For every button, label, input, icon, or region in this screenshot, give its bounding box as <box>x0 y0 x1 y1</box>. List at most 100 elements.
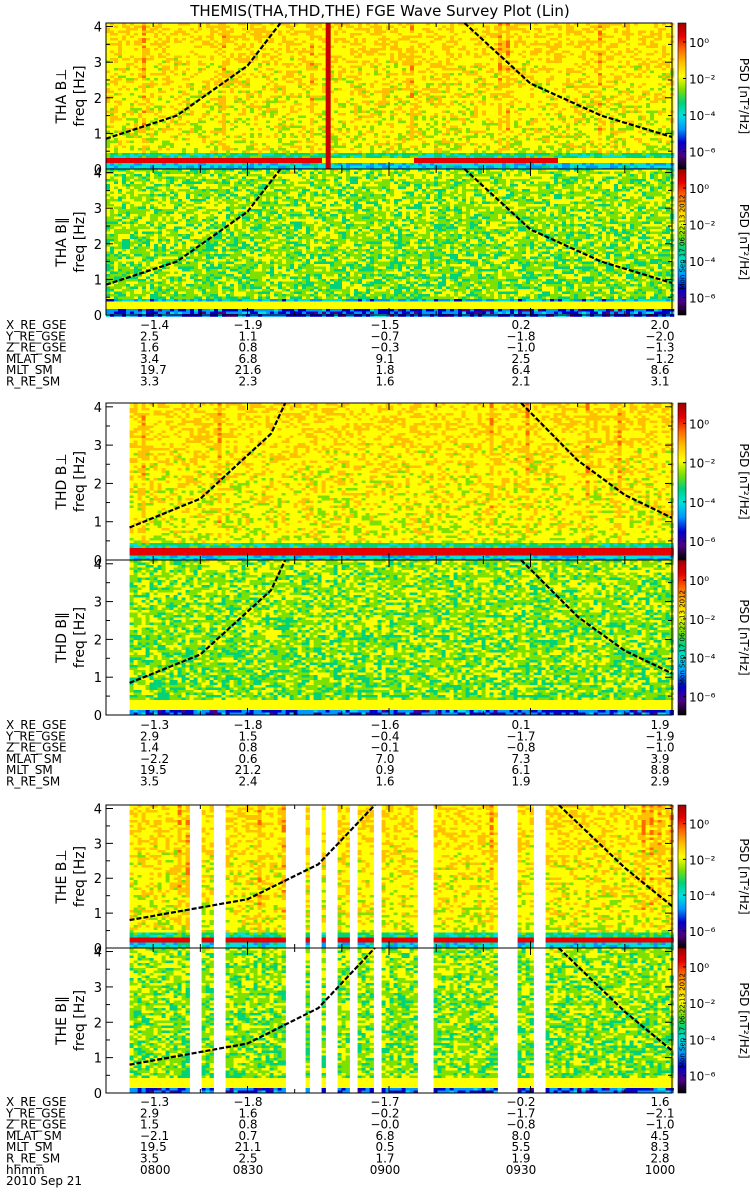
freq-tick-label: 1 <box>94 671 102 686</box>
freq-tick-label: 1 <box>94 907 102 922</box>
ephemeris-value: 6.4 <box>511 363 530 377</box>
ephemeris-value: 0.5 <box>375 1140 394 1154</box>
colorbar-label: PSD [nT²/Hz] <box>737 982 750 1058</box>
cyclotron-curve <box>129 947 376 1066</box>
ephemeris-value: −0.3 <box>370 341 399 355</box>
cyclotron-curve <box>129 804 376 922</box>
colorbar-tick-label: 10⁻⁶ <box>689 291 716 305</box>
ephemeris-label: Z_RE_GSE <box>6 341 67 355</box>
ephemeris-value: 8.3 <box>650 1140 669 1154</box>
ephemeris-value: 2.5 <box>511 352 530 366</box>
freq-tick-label: 2 <box>94 477 102 492</box>
ephemeris-value: 4.5 <box>650 1129 669 1143</box>
colorbar-tick-label: 10⁻⁶ <box>689 925 716 939</box>
freq-tick-label: 4 <box>94 946 102 961</box>
ephemeris-value: 2.8 <box>650 1152 669 1166</box>
ephemeris-value: 1.9 <box>650 718 669 732</box>
spectrogram-panel: 0 1 2 3 4 THD B⊥ freq [Hz] 10⁰ 10⁻² 10⁻⁴ 10⁻⁶ PSD [… <box>54 401 750 569</box>
cyclotron-curve <box>105 22 282 140</box>
ephemeris-value: 0.9 <box>375 763 394 777</box>
freq-tick-label: 3 <box>94 596 102 611</box>
colorbar: 10⁰ 10⁻² 10⁻⁴ 10⁻⁶ PSD [nT²/Hz] <box>677 22 750 170</box>
time-tick-label: 1000 <box>645 1163 676 1177</box>
ephemeris-value: 2.5 <box>140 329 159 343</box>
panel-title: THD B⊥ <box>54 453 70 510</box>
time-tick-label: 0900 <box>370 1163 401 1177</box>
ephemeris-value: 0.6 <box>238 752 257 766</box>
colorbar-tick-label: 10⁻⁶ <box>689 690 716 704</box>
ephemeris-value: 19.5 <box>140 763 167 777</box>
ephemeris-value: 3.3 <box>140 375 159 389</box>
colorbar-tick-label: 10⁻⁴ <box>689 889 716 903</box>
freq-axis-label: freq [Hz] <box>72 990 88 1051</box>
ephemeris-label: Y_RE_GSE <box>5 729 66 743</box>
spectrogram-panel: 0 1 2 3 4 THE B⊥ freq [Hz] 10⁰ 10⁻² 10⁻⁴ 10⁻⁶ PSD [… <box>54 802 750 957</box>
ephemeris-value: −1.0 <box>645 1118 674 1132</box>
ephemeris-value: −0.1 <box>370 741 399 755</box>
ephemeris-value: 0.2 <box>511 318 530 332</box>
ephemeris-value: 2.5 <box>238 1152 257 1166</box>
ephemeris-value: 6.1 <box>511 763 530 777</box>
colorbar: 10⁰ 10⁻² 10⁻⁴ 10⁻⁶ PSD [nT²/Hz] Mon Sep 17 06… <box>677 559 750 716</box>
ephemeris-label: R_RE_SM <box>6 375 60 389</box>
ephemeris-value: 5.5 <box>511 1140 530 1154</box>
colorbar-label: PSD [nT²/Hz] <box>737 58 750 134</box>
colorbar-tick-label: 10⁻⁶ <box>689 535 716 549</box>
spectrogram-panel: 0 1 2 3 4 THA B∥ freq [Hz] 10⁰ 10⁻² 10⁻⁴ 10⁻⁶ PSD [… <box>54 167 750 324</box>
plot-title: THEMIS(THA,THD,THE) FGE Wave Survey Plot… <box>189 2 570 20</box>
colorbar-tick-label: 10⁻⁴ <box>689 109 716 123</box>
timestamp-stamp: Mon Sep 17 06:22:13 2012 <box>679 590 687 685</box>
freq-tick-label: 2 <box>94 238 102 253</box>
freq-tick-label: 4 <box>94 802 102 817</box>
panel-title: THD B∥ <box>54 612 70 664</box>
ephemeris-label: Y_RE_GSE <box>5 329 66 343</box>
panel-title: THA B∥ <box>54 217 70 268</box>
ephemeris-value: −1.4 <box>140 318 169 332</box>
ephemeris-label: Z_RE_GSE <box>6 741 67 755</box>
freq-axis-label: freq [Hz] <box>72 211 88 272</box>
freq-tick-label: 0 <box>94 309 102 324</box>
ephemeris-value: 1.6 <box>140 341 159 355</box>
ephemeris-value: 1.8 <box>375 363 394 377</box>
colorbar: 10⁰ 10⁻² 10⁻⁴ 10⁻⁶ PSD [nT²/Hz] <box>677 804 750 949</box>
ephemeris-value: 0.7 <box>238 1129 257 1143</box>
ephemeris-label: MLT_SM <box>6 363 53 377</box>
freq-tick-label: 4 <box>94 401 102 416</box>
colorbar-tick-label: 10⁻² <box>689 218 716 232</box>
freq-tick-label: 4 <box>94 21 102 36</box>
time-tick-label: 0800 <box>140 1163 171 1177</box>
colorbar-tick-label: 10⁻² <box>689 613 716 627</box>
spike-mark <box>325 23 331 169</box>
ephemeris-label: Z_RE_GSE <box>6 1118 67 1132</box>
ephemeris-value: −1.7 <box>506 729 535 743</box>
ephemeris-value: 1.1 <box>238 329 257 343</box>
cyclotron-curve <box>129 402 287 529</box>
freq-tick-label: 2 <box>94 92 102 107</box>
ephemeris-value: 2.1 <box>511 375 530 389</box>
ephemeris-value: 1.5 <box>238 729 257 743</box>
ephemeris-value: −2.1 <box>140 1129 169 1143</box>
timestamp-stamp: Mon Sep 17 06:22:13 2012 <box>679 973 687 1068</box>
ephemeris-value: 1.9 <box>511 1152 530 1166</box>
freq-tick-label: 0 <box>94 554 102 569</box>
ephemeris-value: 2.9 <box>650 775 669 789</box>
freq-tick-label: 0 <box>94 1087 102 1102</box>
freq-tick-label: 1 <box>94 273 102 288</box>
ephemeris-label: Y_RE_GSE <box>5 1106 66 1120</box>
timestamp-stamp: Mon Sep 17 06:22:13 2012 <box>679 194 687 289</box>
ephemeris-value: 7.0 <box>375 752 394 766</box>
freq-tick-label: 0 <box>94 163 102 178</box>
colorbar-tick-label: 10⁰ <box>689 574 709 588</box>
spectrogram-panel: 0 1 2 3 4 THD B∥ freq [Hz] 10⁰ 10⁻² 10⁻⁴ 10⁻⁶ PSD [… <box>54 558 750 724</box>
colorbar-label: PSD [nT²/Hz] <box>737 838 750 914</box>
cyclotron-curve <box>129 559 287 684</box>
ephemeris-label: MLT_SM <box>6 763 53 777</box>
ephemeris-value: −1.0 <box>506 341 535 355</box>
ephemeris-value: 0.8 <box>238 1118 257 1132</box>
colorbar: 10⁰ 10⁻² 10⁻⁴ 10⁻⁶ PSD [nT²/Hz] <box>677 402 750 561</box>
ephemeris-value: 2.0 <box>650 318 669 332</box>
colorbar-label: PSD [nT²/Hz] <box>737 599 750 675</box>
colorbar-tick-label: 10⁻² <box>689 72 716 86</box>
time-axis-footer: hhmm 0800 0830 0900 0930 1000 2010 Sep 21 <box>6 1163 675 1188</box>
colorbar: 10⁰ 10⁻² 10⁻⁴ 10⁻⁶ PSD [nT²/Hz] Mon Sep 17 06… <box>677 947 750 1094</box>
